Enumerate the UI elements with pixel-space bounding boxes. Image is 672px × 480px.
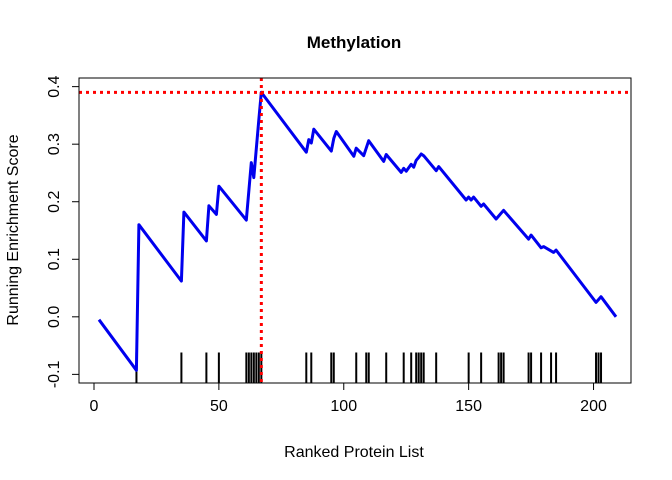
y-axis-label: Running Enrichment Score [5,134,22,325]
x-tick-label: 100 [330,398,357,415]
x-tick-label: 200 [580,398,607,415]
y-tick-label: 0.0 [46,306,63,328]
hit-rug [135,352,603,383]
chart-title: Methylation [307,33,401,52]
enrichment-score-line [97,90,618,372]
x-axis-label: Ranked Protein List [284,444,424,461]
y-tick-label: 0.2 [46,191,63,213]
plot-frame [78,77,632,384]
y-tick-label: -0.1 [46,360,63,388]
reference-lines [79,78,631,383]
x-axis: 0 50 100 150 200 [90,382,607,415]
y-tick-label: 0.4 [46,75,63,97]
x-tick-label: 50 [210,398,228,415]
y-tick-label: 0.1 [46,248,63,270]
series-lines [97,90,618,372]
x-tick-label: 150 [455,398,482,415]
x-tick-label: 0 [90,398,99,415]
y-tick-label: 0.3 [46,133,63,155]
y-axis: -0.1 0.0 0.1 0.2 0.3 0.4 [46,75,80,388]
